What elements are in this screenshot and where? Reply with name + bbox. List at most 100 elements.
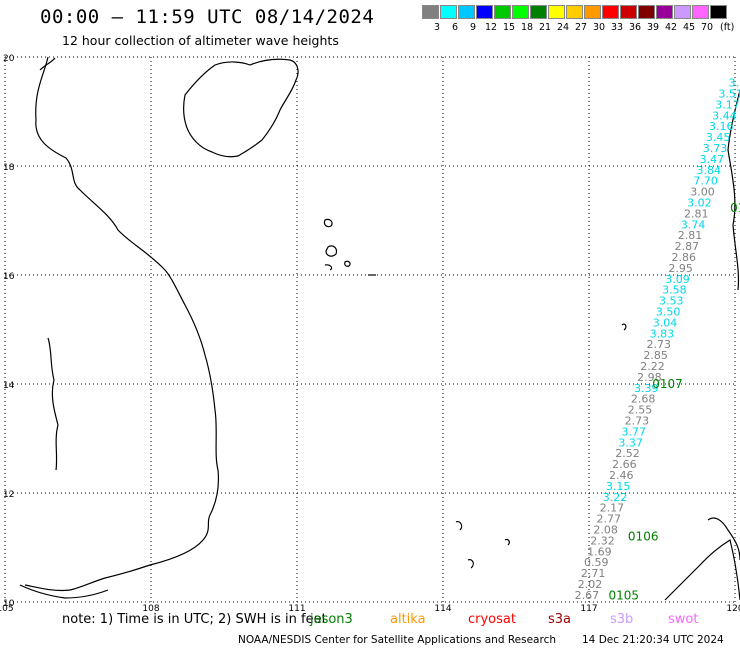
legend-swatch [440,5,457,19]
swh-value-label: 2.86 [671,251,696,264]
swh-value-label: 2.55 [628,404,653,417]
swh-value-label: 2.77 [597,513,622,526]
swh-value-label: 2.73 [625,415,650,428]
swh-value-label: 7.70 [693,175,718,188]
swh-value-label: 3.00 [690,186,715,199]
swh-value-label: 3.16 [709,120,734,133]
swh-value-label: 2.32 [590,534,615,547]
legend-swatch [494,5,511,19]
longitude-label: 114 [434,604,451,614]
swh-value-label: 2.02 [578,578,603,591]
palawan-coast [664,539,740,601]
small-island-c [504,538,510,546]
swh-value-label: 3.47 [700,153,725,166]
legend-label: 24 [556,22,570,33]
swh-value-label: 3.17 [715,98,740,111]
swh-value-label: 2.71 [581,567,606,580]
pass-number-label: 0105 [608,588,639,602]
paracel-island-3 [344,260,351,267]
legend-swatch [692,5,709,19]
vietnam-coastline [24,56,220,592]
swh-value-label: 3.37 [618,436,643,449]
swh-value-label: 2.22 [640,360,665,373]
small-island-a [455,521,463,531]
legend-label: 45 [682,22,696,33]
latitude-label: 10 [3,599,15,609]
swh-value-label: 3.83 [650,327,675,340]
latitude-label: 14 [3,381,15,391]
legend-label: 27 [574,22,588,33]
swh-value-label: 3.58 [662,284,687,297]
legend-swatch [638,5,655,19]
luzon-coast [727,89,740,291]
satellite-label: s3b [610,612,634,627]
swh-value-label: 2.66 [612,458,637,471]
hainan-island [183,58,299,158]
latitude-label: 20 [3,54,15,64]
latitude-label: 16 [3,272,15,282]
satellite-label: cryosat [468,612,516,627]
swh-value-label: 0.59 [584,556,609,569]
swh-value-label: 3.45 [706,131,731,144]
swh-value-label: 3.73 [703,142,728,155]
pass-number-label: 0107 [652,377,683,391]
color-legend [422,5,728,19]
legend-label: 12 [484,22,498,33]
color-legend-labels: 3 6 9 12 15 18 21 24 27 30 33 36 39 42 45 70 (ft) [428,22,735,33]
mindoro-coast [707,517,740,561]
legend-swatch [566,5,583,19]
swh-value-label: 3.04 [653,316,678,329]
swh-value-label: 3.53 [659,295,684,308]
latitude-label: 18 [3,163,15,173]
pass-number-label: 0106 [628,530,659,544]
latitude-label: 12 [3,490,14,500]
inland-lake [47,337,59,471]
small-island-b [467,559,474,569]
legend-label: 30 [592,22,606,33]
legend-label: 15 [502,22,516,33]
swh-value-label: 3.84 [696,164,721,177]
legend-swatch [584,5,601,19]
longitude-label: 120 [726,604,740,614]
swh-value-label: 2.81 [678,229,703,242]
swh-value-label: 3.44 [712,109,737,122]
legend-swatch [620,5,637,19]
swh-value-label: 3.22 [603,491,628,504]
swh-value-label: 3.39 [634,382,659,395]
swh-value-label: 2.46 [609,469,634,482]
paracel-island-2 [325,245,338,257]
pass-number-label: 0108 [730,201,740,215]
map-title: 00:00 – 11:59 UTC 08/14/2024 [40,6,375,28]
swh-value-label: 1.69 [587,545,612,558]
swh-value-label: 2.52 [615,447,640,460]
swh-value-label: 3.77 [621,425,646,438]
legend-label: 21 [538,22,552,33]
legend-label: 36 [628,22,642,33]
swh-value-label: 3.74 [681,218,706,231]
longitude-label: 105 [0,604,14,614]
satellite-label: s3a [548,612,572,627]
legend-label: 3 [433,22,441,33]
longitude-label: 111 [288,604,305,614]
satellite-label: altika [390,612,426,627]
satellite-label: swot [668,612,699,627]
swh-value-label: 2.87 [675,240,700,253]
swh-value-label: 2.81 [684,207,709,220]
vietnam-coast-inlet [39,57,56,71]
swh-value-label: 2.73 [646,338,671,351]
swh-value-label: 2.98 [637,371,662,384]
paracel-island-1 [323,218,333,228]
altimeter-track: 2.672.022.710.591.692.322.082.772.173.22… [575,77,740,603]
swh-value-label: 3.15 [606,480,631,493]
legend-unit: (ft) [720,22,735,33]
axis-labels: 20 18 16 14 12 10105 108 111 114 117 120 [0,54,740,614]
swh-value-label: 2.95 [668,262,693,275]
legend-swatch [710,5,727,19]
legend-swatch [476,5,493,19]
mekong-delta [19,584,109,599]
lat-lon-grid [4,56,736,603]
swh-value-label: 3.02 [687,197,712,210]
legend-label: 9 [469,22,477,33]
legend-swatch [458,5,475,19]
legend-label: 6 [451,22,459,33]
